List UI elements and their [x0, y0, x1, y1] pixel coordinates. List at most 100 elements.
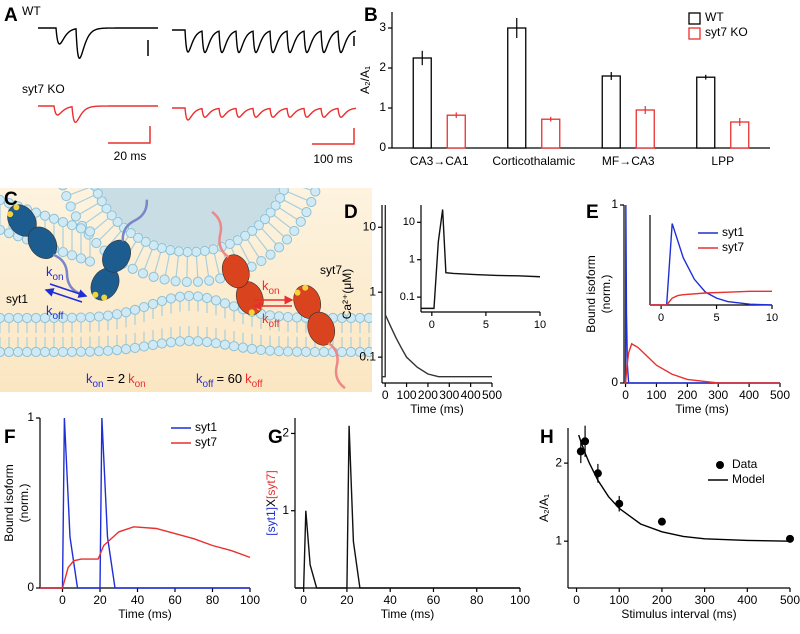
lipid-head: [159, 274, 170, 285]
lipid-head: [39, 210, 51, 221]
x-tick-label: LPP: [711, 154, 734, 168]
legend-label: syt7 KO: [705, 25, 748, 39]
y-axis-label-part: Bound isoform: [584, 255, 598, 332]
x-tick-label: 400: [461, 388, 481, 402]
lipid-head: [306, 196, 317, 208]
ca-ion: [13, 204, 20, 211]
x-tick-label: 300: [439, 388, 459, 402]
legend-label: syt1: [195, 420, 217, 434]
lipid-head: [111, 345, 123, 356]
y-tick-label: 10: [403, 216, 415, 228]
lipid-head: [309, 346, 321, 358]
lipid-head: [285, 169, 294, 178]
line: [624, 342, 780, 384]
x-tick-label: 500: [770, 388, 790, 402]
lipid-head: [21, 312, 33, 324]
trace-label: syt7 KO: [22, 82, 65, 96]
x-axis-label: Time (ms): [118, 607, 172, 621]
bar: [507, 27, 527, 149]
bar: [635, 109, 655, 149]
y-tick-label: 10: [363, 219, 377, 233]
y-axis-label: Ca²⁺(μM): [340, 269, 354, 320]
x-axis-label: Time (ms): [675, 402, 729, 416]
x-tick-label: 0: [622, 388, 629, 402]
x-tick-label: 5: [713, 312, 719, 324]
rate-subscript: on: [53, 272, 64, 283]
lipid-head: [165, 293, 177, 304]
data-point: [657, 517, 666, 526]
x-tick-label: 80: [470, 593, 484, 607]
lipid-tail: [291, 174, 304, 177]
x-tick-label: MF→CA3: [602, 154, 655, 168]
rate-symbol: k: [245, 371, 252, 386]
x-tick-label: Corticothalamic: [492, 154, 575, 168]
lipid-head: [282, 311, 294, 323]
y-tick-label: 1: [379, 100, 386, 114]
lipid-tail: [62, 172, 75, 174]
x-tick-label: 40: [384, 593, 398, 607]
rate-label: koff: [46, 303, 64, 321]
lipid-head: [165, 337, 177, 348]
y-axis-label-part: [syt7]: [264, 470, 278, 499]
protein-label: syt7: [320, 263, 342, 277]
y-tick-label: 0.1: [359, 349, 376, 363]
lipid-head: [264, 345, 276, 356]
x-tick-label: 5: [483, 319, 489, 331]
scale-label: 100 ms: [313, 152, 352, 166]
lipid-head: [246, 343, 258, 355]
arrow: [49, 283, 88, 298]
x-tick-label: 300: [708, 388, 728, 402]
lipid-head: [12, 346, 24, 358]
linker: [121, 199, 149, 242]
lipid-head: [265, 249, 276, 260]
x-tick-label: 40: [131, 593, 145, 607]
y-axis-label: Bound isoform(norm.): [584, 255, 613, 332]
y-tick-label: 1: [27, 410, 34, 424]
lipid-head: [316, 165, 325, 174]
lipid-head: [282, 346, 294, 357]
lipid-head: [84, 312, 96, 323]
y-tick-label: 0: [27, 580, 34, 594]
rate-subscript: off: [203, 379, 214, 390]
lipid-head: [274, 192, 286, 204]
lipid-head: [265, 207, 276, 218]
x-tick-label: 0: [573, 593, 580, 607]
lipid-head: [373, 313, 382, 322]
lipid-head: [120, 307, 132, 318]
lipid-head: [183, 290, 195, 302]
line: [421, 209, 541, 310]
lipid-head: [75, 346, 87, 357]
lipid-head: [129, 304, 141, 316]
lipid-head: [66, 346, 78, 357]
y-axis-label-part: Bound isoform: [2, 464, 16, 541]
rate-subscript: off: [269, 319, 280, 330]
legend-label: Model: [732, 472, 765, 486]
lipid-head: [363, 312, 372, 324]
lipid-head: [93, 346, 105, 357]
legend-label: syt7: [195, 435, 217, 449]
rate-symbol: k: [128, 371, 135, 386]
rate-subscript: on: [269, 286, 280, 297]
legend-label: WT: [705, 10, 724, 24]
linker: [327, 342, 346, 390]
lipid-head: [39, 346, 51, 358]
lipid-tail: [306, 167, 319, 169]
x-tick-label: 20: [93, 593, 107, 607]
lipid-head: [156, 338, 168, 349]
x-tick-label: 10: [534, 319, 546, 331]
ca-ion: [302, 284, 309, 291]
lipid-head: [256, 255, 267, 267]
lipid-head: [182, 246, 193, 258]
lipid-head: [102, 345, 114, 356]
lipid-head: [101, 203, 112, 214]
lipid-head: [125, 227, 136, 239]
y-axis-label: A₂/A₁: [537, 494, 551, 522]
rate-subscript: on: [135, 379, 146, 390]
lipid-head: [48, 346, 60, 358]
y-tick-label: 0: [611, 375, 618, 389]
lipid-head: [30, 312, 42, 324]
lipid-head: [228, 341, 240, 352]
lipid-head: [336, 346, 348, 358]
lipid-head: [247, 225, 258, 236]
lipid-head: [289, 225, 300, 237]
